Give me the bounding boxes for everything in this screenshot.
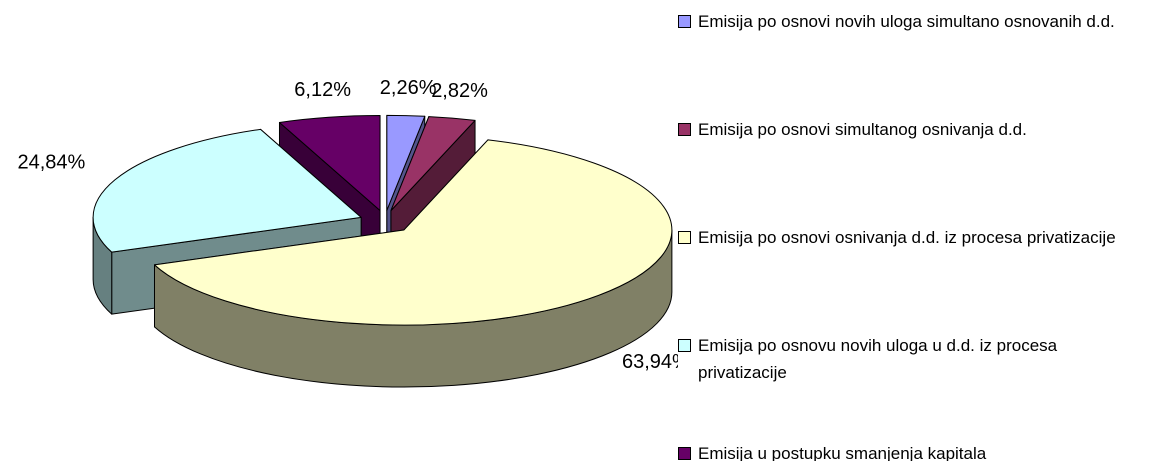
legend-label: Emisija u postupku smanjenja kapitala bbox=[698, 444, 987, 461]
legend-entry: Emisija po osnovi osnivanja d.d. iz proc… bbox=[678, 224, 1148, 251]
legend-entry: Emisija po osnovu novih uloga u d.d. iz … bbox=[678, 332, 1148, 386]
data-label: 6,12% bbox=[294, 79, 351, 101]
legend-entry: Emisija u postupku smanjenja kapitala bbox=[678, 440, 1148, 461]
data-label: 2,26% bbox=[380, 77, 437, 99]
legend-label: Emisija po osnovi novih uloga simultano … bbox=[698, 12, 1115, 31]
legend-entry: Emisija po osnovi simultanog osnivanja d… bbox=[678, 116, 1148, 143]
legend-entry: Emisija po osnovi novih uloga simultano … bbox=[678, 8, 1148, 35]
legend-swatch bbox=[678, 339, 691, 352]
slice bbox=[92, 128, 362, 253]
data-label: 2,82% bbox=[431, 80, 488, 102]
data-label: 24,84% bbox=[17, 151, 85, 173]
legend-label: Emisija po osnovi osnivanja d.d. iz proc… bbox=[698, 228, 1116, 247]
legend-swatch bbox=[678, 15, 691, 28]
legend-swatch bbox=[678, 447, 691, 460]
slice bbox=[278, 115, 381, 212]
legend-swatch bbox=[678, 123, 691, 136]
slice bbox=[390, 116, 476, 212]
legend-swatch bbox=[678, 231, 691, 244]
data-label: 63,94% bbox=[622, 351, 678, 373]
pie-area: 2,26%2,82% 63,94% 24,84% 6,12% bbox=[17, 77, 690, 388]
slice bbox=[154, 139, 673, 326]
legend-label: Emisija po osnovi simultanog osnivanja d… bbox=[698, 120, 1027, 139]
legend-label: Emisija po osnovu novih uloga u d.d. iz … bbox=[698, 336, 1058, 382]
slice bbox=[386, 114, 426, 211]
